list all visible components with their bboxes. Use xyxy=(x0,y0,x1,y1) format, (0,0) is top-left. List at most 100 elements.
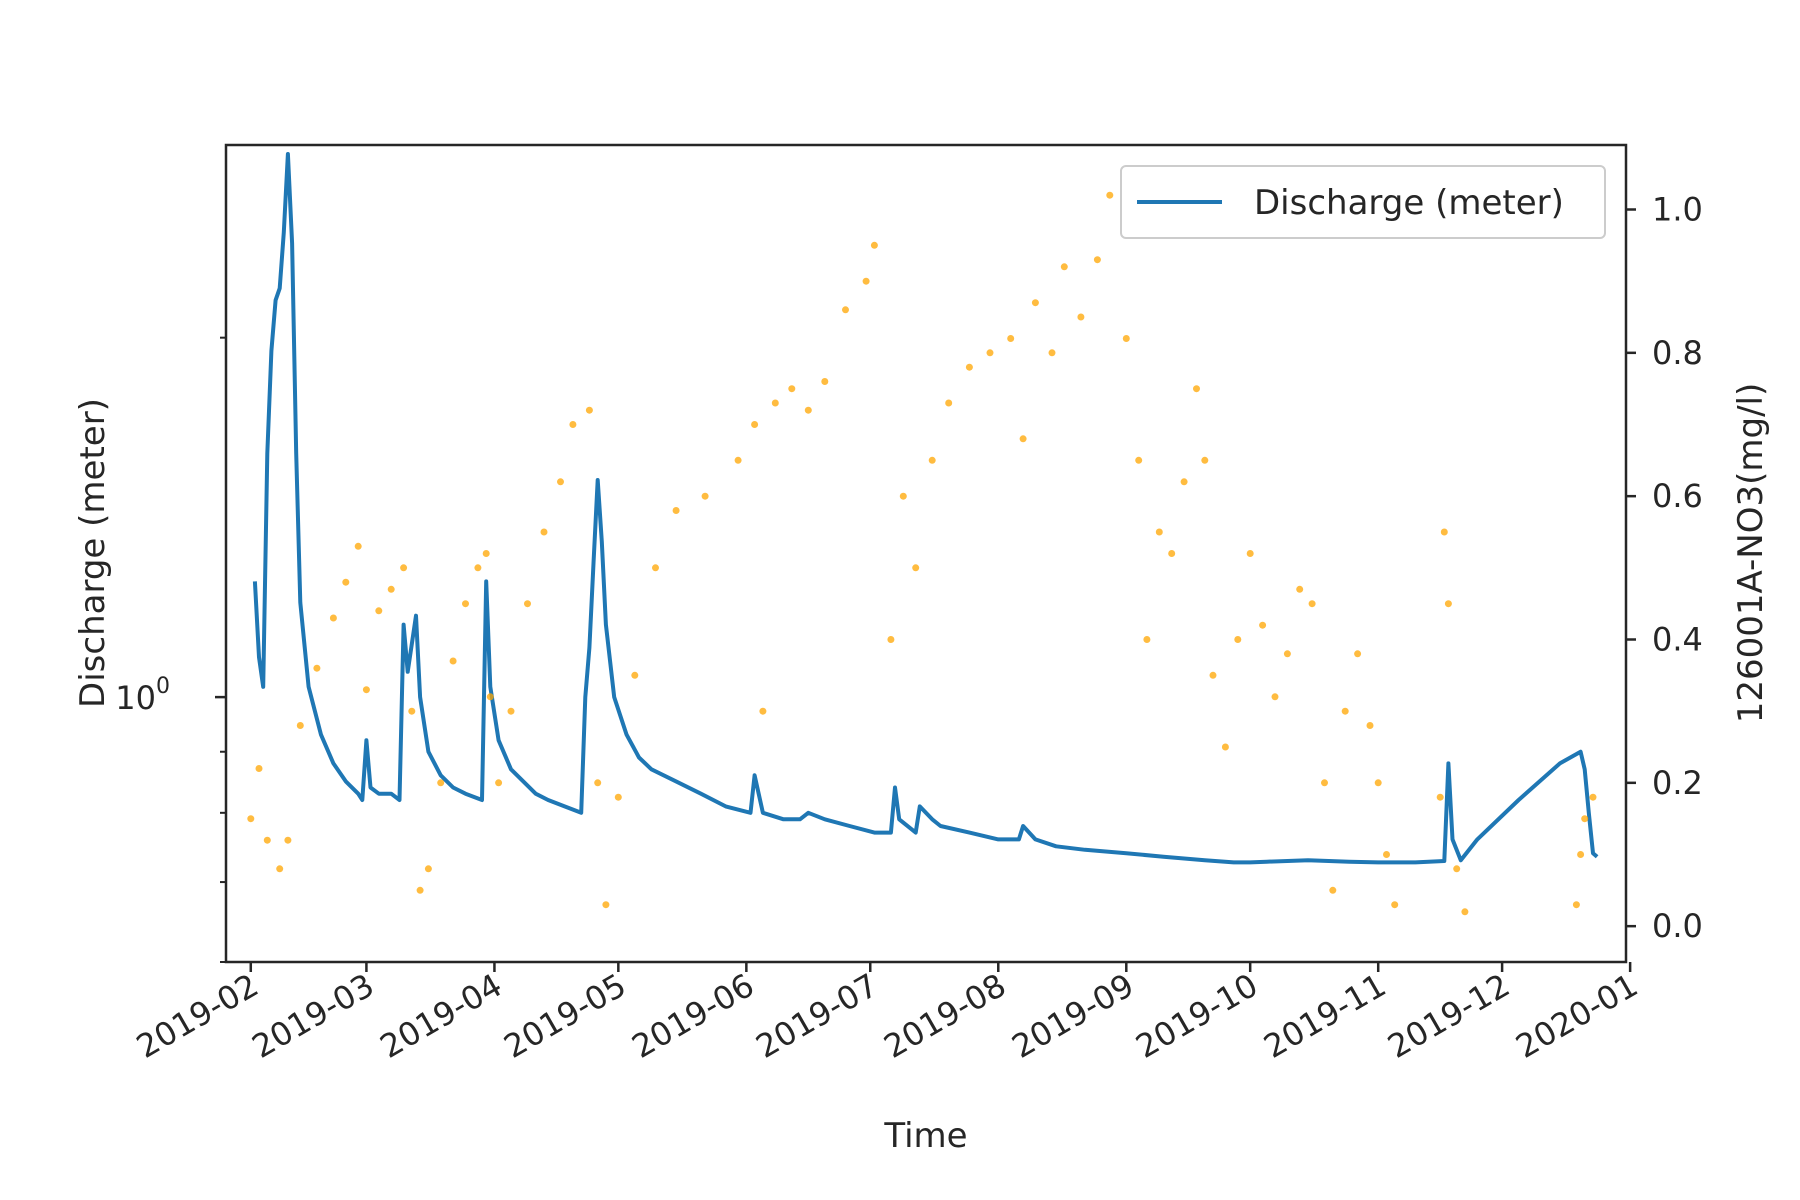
no3-point xyxy=(751,421,759,428)
no3-point xyxy=(1296,585,1304,593)
no3-point xyxy=(1321,779,1328,787)
no3-point xyxy=(1168,550,1176,557)
no3-point xyxy=(1234,636,1242,643)
no3-point xyxy=(375,607,383,615)
no3-point xyxy=(1209,671,1217,679)
plot-background xyxy=(226,145,1626,962)
no3-point xyxy=(313,664,321,672)
no3-point xyxy=(1329,886,1337,894)
no3-point xyxy=(1453,865,1461,873)
no3-point xyxy=(1031,299,1039,307)
no3-point xyxy=(759,707,767,715)
no3-point xyxy=(354,542,362,550)
right-tick-label: 1.0 xyxy=(1652,191,1703,229)
x-tick-label: 2019-03 xyxy=(246,966,381,1066)
no3-point xyxy=(1283,650,1291,658)
no3-point xyxy=(1193,385,1200,393)
x-tick-label: 2019-02 xyxy=(130,966,265,1066)
no3-point xyxy=(495,779,503,787)
right-tick-label: 0.4 xyxy=(1652,621,1703,659)
no3-point xyxy=(474,564,482,572)
no3-point xyxy=(1135,456,1143,464)
x-axis: 2019-022019-032019-042019-052019-062019-… xyxy=(130,962,1644,1066)
no3-point xyxy=(1155,528,1163,536)
no3-point xyxy=(614,793,622,801)
left-y-axis-label: Discharge (meter) xyxy=(73,398,113,708)
no3-point xyxy=(329,614,337,622)
no3-point xyxy=(1440,528,1448,536)
no3-point xyxy=(482,550,490,557)
no3-point xyxy=(424,865,432,873)
no3-point xyxy=(1436,793,1444,801)
no3-point xyxy=(1143,636,1151,643)
x-tick-label: 2019-12 xyxy=(1381,966,1516,1066)
no3-point xyxy=(263,836,271,844)
no3-point xyxy=(701,492,709,500)
right-y-axis: 0.0 0.2 0.4 0.6 0.8 1.0 xyxy=(1626,191,1703,945)
no3-point xyxy=(557,478,564,486)
no3-point xyxy=(1007,335,1015,342)
no3-point xyxy=(416,886,424,894)
no3-point xyxy=(342,578,350,586)
no3-point xyxy=(1271,693,1279,701)
no3-point xyxy=(437,779,445,787)
no3-point xyxy=(602,901,610,909)
no3-point xyxy=(652,564,659,572)
no3-point xyxy=(986,349,994,357)
no3-point xyxy=(1019,435,1027,443)
no3-point xyxy=(1391,901,1399,909)
no3-point xyxy=(912,564,920,572)
no3-point xyxy=(524,600,531,608)
plot-frame xyxy=(224,143,1628,964)
no3-point xyxy=(928,456,936,464)
legend-box xyxy=(1120,165,1606,239)
no3-point xyxy=(1180,478,1188,486)
no3-point xyxy=(1374,779,1382,787)
right-tick-label: 0.2 xyxy=(1652,764,1703,802)
no3-point xyxy=(1093,256,1101,264)
no3-point xyxy=(788,385,796,393)
no3-point xyxy=(899,492,907,500)
no3-point xyxy=(965,363,973,371)
no3-point xyxy=(247,815,255,823)
no3-point xyxy=(284,836,292,844)
discharge-line xyxy=(252,152,1599,865)
no3-point xyxy=(585,406,593,414)
right-y-axis-label: 126001A-NO3(mg/l) xyxy=(1731,383,1771,724)
no3-point xyxy=(449,657,457,665)
no3-point xyxy=(1341,707,1349,715)
no3-point xyxy=(870,241,878,249)
no3-point xyxy=(1259,621,1267,629)
no3-point xyxy=(1383,851,1390,858)
no3-point xyxy=(1444,600,1452,608)
no3-point xyxy=(1048,349,1056,357)
no3-scatter-layer xyxy=(247,191,1597,916)
no3-point xyxy=(887,636,895,643)
no3-point xyxy=(631,671,639,679)
no3-point xyxy=(862,277,870,285)
x-tick-label: 2019-07 xyxy=(749,966,884,1066)
no3-point xyxy=(1589,793,1597,801)
right-tick-label: 0.6 xyxy=(1652,477,1703,515)
no3-point xyxy=(1077,313,1085,321)
discharge-line-layer xyxy=(252,152,1599,865)
no3-point xyxy=(276,865,284,873)
x-tick-label: 2019-05 xyxy=(498,966,633,1066)
no3-point xyxy=(462,600,469,608)
no3-point xyxy=(1366,722,1374,729)
left-y-axis: 100 xyxy=(115,336,226,963)
no3-point xyxy=(842,306,849,314)
no3-point xyxy=(362,686,370,694)
no3-point xyxy=(1246,550,1254,557)
no3-point xyxy=(1221,743,1229,751)
no3-point xyxy=(771,399,779,407)
no3-point xyxy=(1577,851,1585,858)
no3-point xyxy=(1581,815,1589,823)
legend: Discharge (meter) xyxy=(1120,165,1606,239)
no3-point xyxy=(486,693,494,701)
no3-point xyxy=(1201,456,1209,464)
no3-point xyxy=(540,528,548,536)
x-tick-label: 2019-06 xyxy=(626,966,761,1066)
x-tick-label: 2019-09 xyxy=(1006,966,1141,1066)
